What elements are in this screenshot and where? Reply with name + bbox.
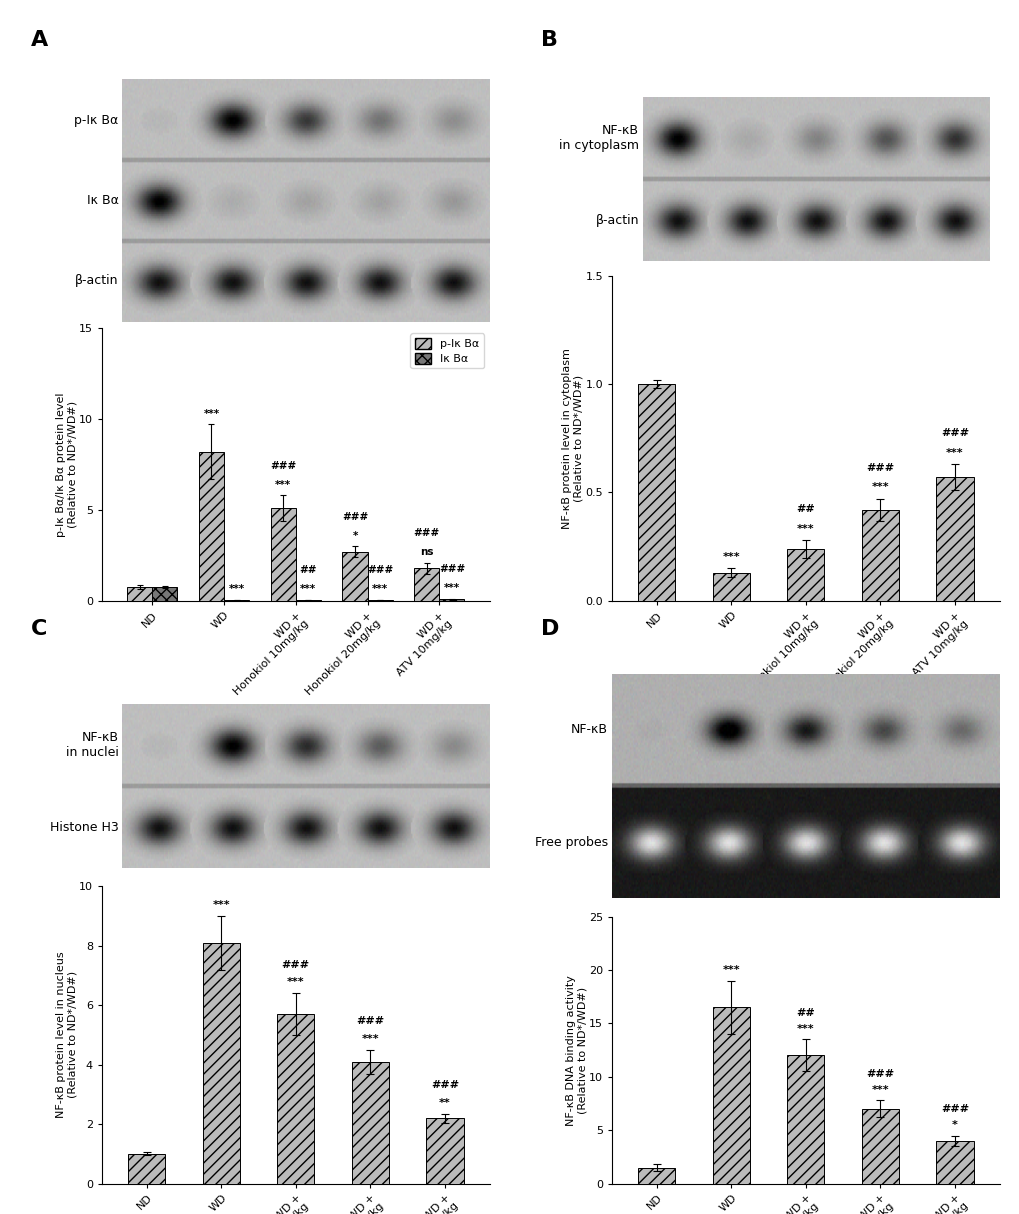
Text: Histone H3: Histone H3 (50, 821, 118, 834)
Text: ###: ### (865, 1070, 894, 1079)
Text: β-actin: β-actin (595, 214, 639, 227)
Bar (152, 588, 177, 601)
Text: D: D (540, 619, 558, 639)
Text: ***: *** (286, 977, 305, 987)
Text: *: * (951, 1121, 957, 1130)
Text: ***: *** (796, 1025, 814, 1034)
Text: A: A (31, 30, 48, 50)
Text: ##: ## (796, 1008, 814, 1019)
Text: Free probes: Free probes (535, 835, 607, 849)
Text: ***: *** (721, 552, 740, 562)
Text: ##: ## (796, 504, 814, 515)
Text: ###: ### (430, 1080, 459, 1090)
Text: ###: ### (414, 528, 439, 538)
Text: ###: ### (438, 565, 465, 574)
Text: ***: *** (796, 523, 814, 534)
Text: ***: *** (946, 448, 963, 458)
Bar (638, 1168, 675, 1184)
Text: ***: *** (275, 480, 291, 489)
Bar (270, 507, 296, 601)
Text: C: C (31, 619, 47, 639)
Bar (638, 384, 675, 601)
Text: ns: ns (420, 548, 433, 557)
Y-axis label: p-Iκ Bα/Iκ Bα protein level
(Relative to ND*/WD#): p-Iκ Bα/Iκ Bα protein level (Relative to… (56, 392, 77, 537)
Bar (426, 1118, 463, 1184)
Bar (439, 599, 464, 601)
Text: ***: *** (372, 584, 388, 594)
Text: NF-κB
in nuclei: NF-κB in nuclei (66, 731, 118, 759)
Text: ###: ### (356, 1016, 384, 1026)
Bar (787, 1055, 823, 1184)
Bar (861, 1108, 898, 1184)
Text: ##: ## (300, 565, 317, 575)
Bar (861, 510, 898, 601)
Bar (128, 1153, 165, 1184)
Bar (787, 549, 823, 601)
Text: ***: *** (361, 1034, 379, 1044)
Text: ***: *** (228, 584, 245, 594)
Text: p-Iκ Bα: p-Iκ Bα (74, 114, 118, 126)
Text: ***: *** (721, 965, 740, 975)
Y-axis label: NF-κB protein level in cytoplasm
(Relative to ND*/WD#): NF-κB protein level in cytoplasm (Relati… (561, 348, 584, 528)
Text: ###: ### (367, 565, 393, 575)
Bar (203, 943, 239, 1184)
Text: ###: ### (270, 461, 297, 471)
Text: *: * (352, 531, 358, 541)
Text: **: ** (438, 1097, 450, 1108)
Text: ***: *** (212, 900, 230, 910)
Text: ***: *** (443, 583, 460, 594)
Text: NF-κB: NF-κB (571, 724, 607, 737)
Text: ***: *** (870, 482, 889, 493)
Bar (935, 477, 972, 601)
Text: B: B (540, 30, 557, 50)
Text: ***: *** (203, 409, 219, 419)
Text: Iκ Bα: Iκ Bα (87, 194, 118, 206)
Bar (352, 1062, 388, 1184)
Text: β-actin: β-actin (75, 274, 118, 287)
Bar (712, 573, 749, 601)
Text: ###: ### (341, 512, 368, 522)
Text: ###: ### (281, 959, 310, 970)
Text: ###: ### (865, 463, 894, 473)
Y-axis label: NF-κB DNA binding activity
(Relative to ND*/WD#): NF-κB DNA binding activity (Relative to … (566, 975, 587, 1125)
Bar (127, 588, 152, 601)
Bar (414, 568, 439, 601)
Text: ***: *** (300, 584, 316, 594)
Bar (199, 452, 224, 601)
Bar (342, 551, 367, 601)
Bar (712, 1008, 749, 1184)
Y-axis label: NF-κB protein level in nucleus
(Relative to ND*/WD#): NF-κB protein level in nucleus (Relative… (56, 952, 77, 1118)
Text: ***: *** (870, 1085, 889, 1095)
Legend: p-Iκ Bα, Iκ Bα: p-Iκ Bα, Iκ Bα (410, 334, 484, 368)
Text: ###: ### (940, 429, 968, 438)
Bar (277, 1014, 314, 1184)
Text: ###: ### (940, 1105, 968, 1114)
Text: NF-κB
in cytoplasm: NF-κB in cytoplasm (558, 124, 639, 152)
Bar (935, 1141, 972, 1184)
